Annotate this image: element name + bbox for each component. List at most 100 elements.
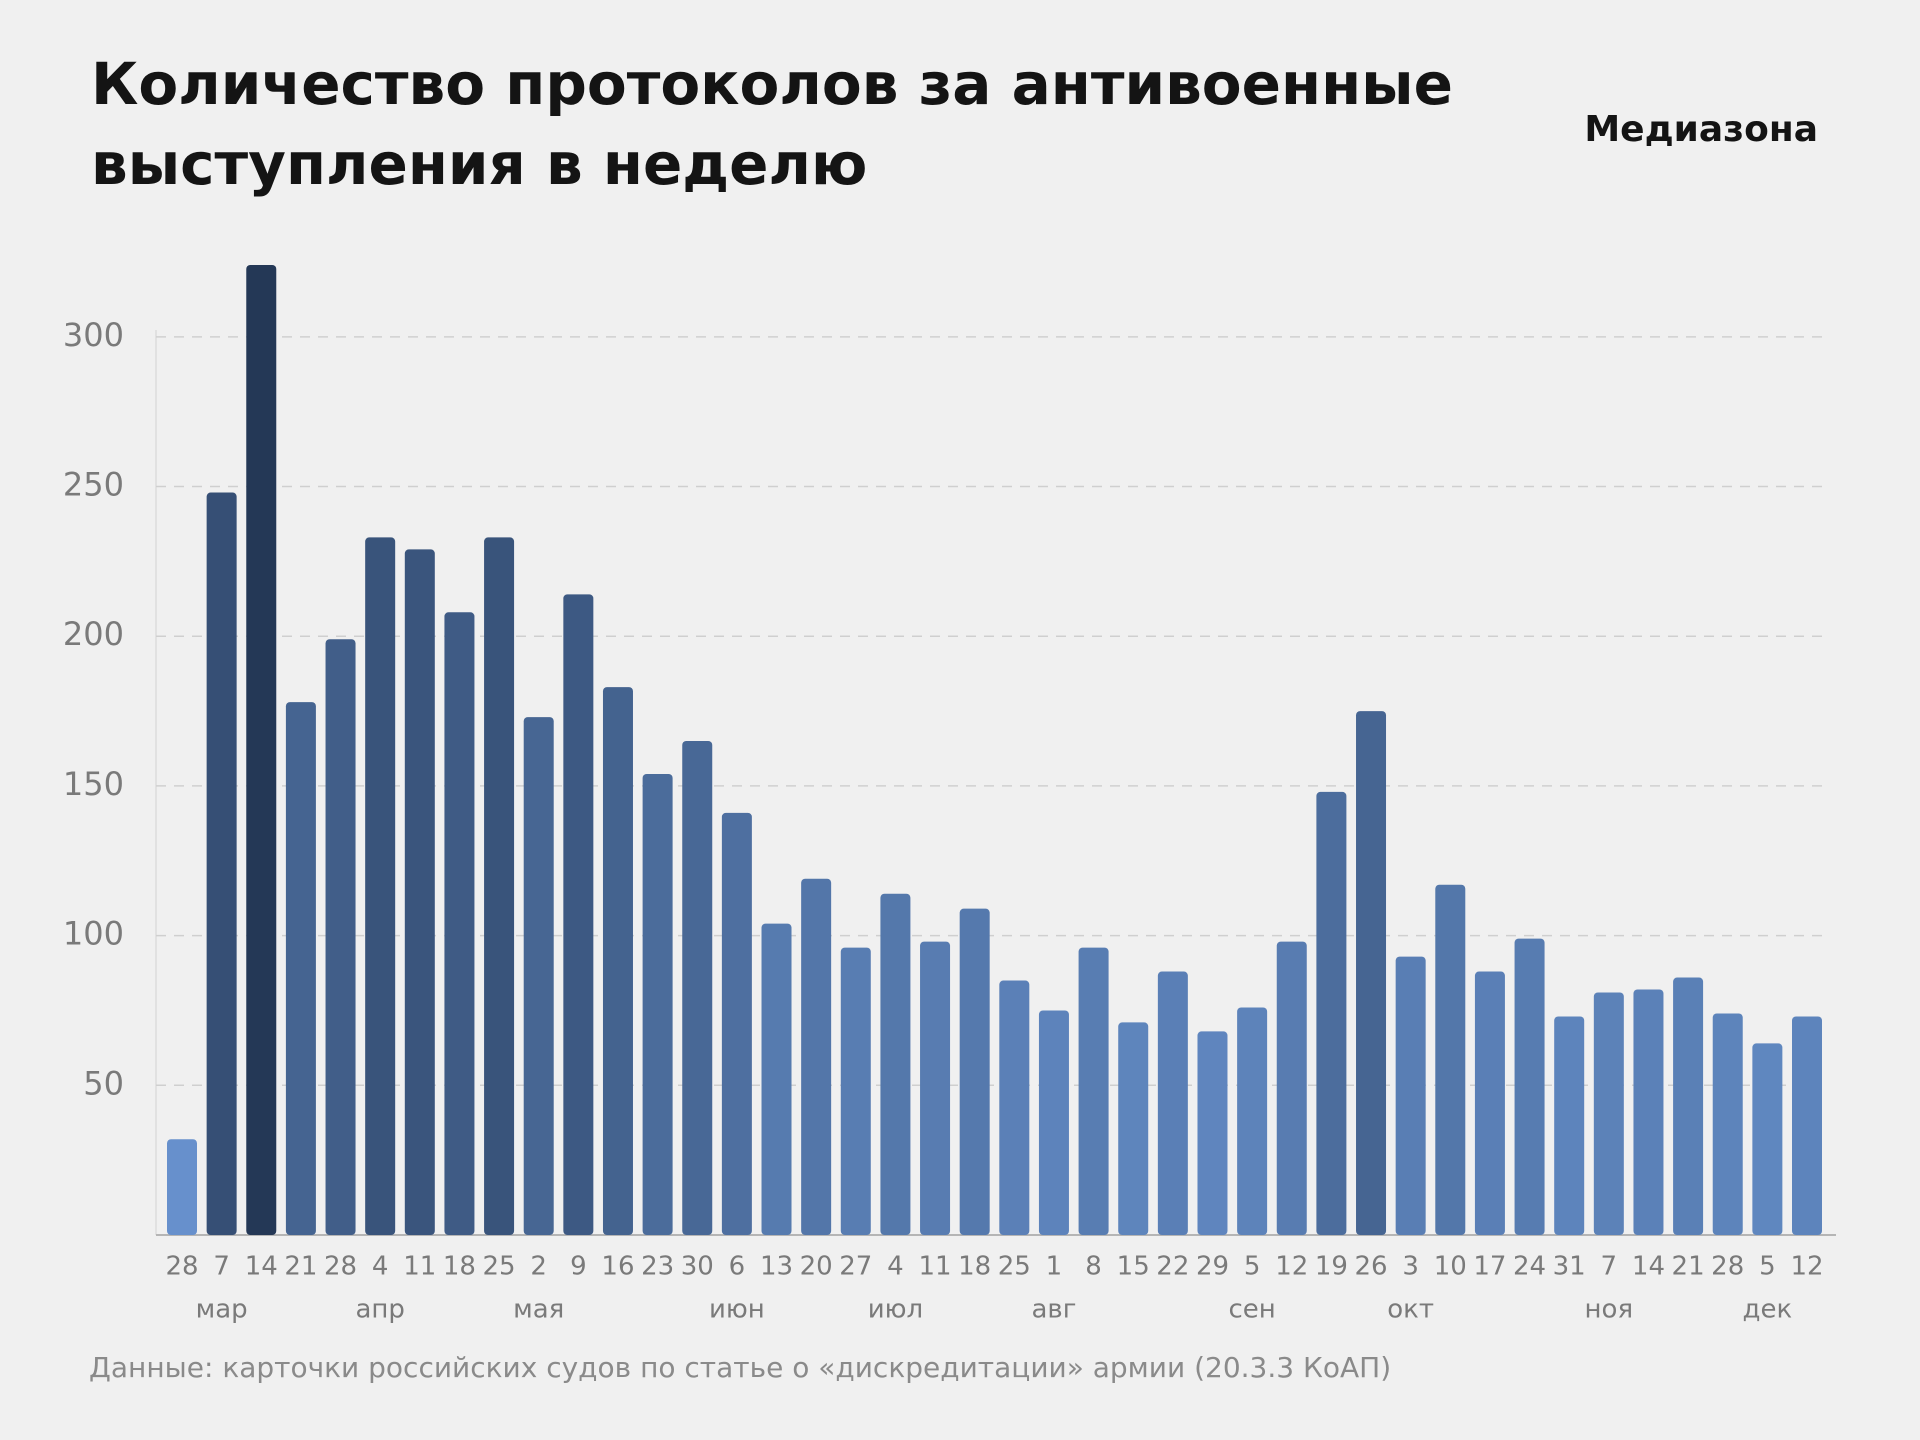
- x-tick-label: 13: [760, 1252, 793, 1282]
- bar: [682, 741, 713, 1235]
- month-label: июн: [709, 1295, 765, 1325]
- x-tick-label: 28: [165, 1252, 198, 1282]
- bar: [721, 812, 752, 1235]
- x-tick-label: 18: [958, 1252, 991, 1282]
- y-tick-label: 150: [63, 765, 124, 803]
- x-tick-label: 11: [919, 1252, 952, 1282]
- month-label: мая: [513, 1295, 564, 1325]
- x-tick-label: 12: [1275, 1252, 1308, 1282]
- bar: [1078, 947, 1109, 1235]
- chart-title: выступления в неделю: [91, 130, 867, 198]
- bar: [1157, 971, 1188, 1235]
- bar: [1752, 1043, 1783, 1235]
- month-label: ноя: [1585, 1295, 1634, 1325]
- y-tick-label: 100: [63, 915, 124, 953]
- bar: [920, 941, 951, 1235]
- x-tick-label: 14: [245, 1252, 278, 1282]
- y-tick-label: 50: [83, 1064, 124, 1102]
- x-tick-label: 18: [443, 1252, 476, 1282]
- bar: [642, 773, 673, 1235]
- bar: [1593, 992, 1624, 1235]
- x-tick-label: 7: [1601, 1252, 1618, 1282]
- bar: [444, 612, 475, 1235]
- x-tick-label: 20: [800, 1252, 833, 1282]
- bar: [1554, 1016, 1585, 1235]
- bar: [602, 687, 633, 1235]
- bar: [1514, 938, 1545, 1235]
- bar: [1673, 977, 1704, 1235]
- x-tick-label: 5: [1244, 1252, 1261, 1282]
- x-tick-label: 27: [839, 1252, 872, 1282]
- x-tick-label: 10: [1434, 1252, 1467, 1282]
- x-tick-label: 5: [1759, 1252, 1776, 1282]
- bar: [563, 594, 594, 1235]
- bar: [246, 264, 277, 1235]
- x-tick-label: 4: [372, 1252, 389, 1282]
- bar: [1712, 1013, 1743, 1235]
- y-tick-label: 200: [63, 615, 124, 653]
- bar: [1237, 1007, 1268, 1235]
- x-tick-label: 9: [570, 1252, 587, 1282]
- bar: [1435, 884, 1466, 1235]
- month-label: сен: [1228, 1295, 1275, 1325]
- month-label: дек: [1743, 1295, 1793, 1325]
- bar: [761, 923, 792, 1235]
- logo: Медиазона: [1584, 109, 1818, 150]
- bar: [1356, 711, 1387, 1235]
- month-label: июл: [868, 1295, 923, 1325]
- x-tick-label: 1: [1046, 1252, 1063, 1282]
- bar: [840, 947, 871, 1235]
- y-tick-label: 300: [63, 316, 124, 354]
- bar: [959, 908, 990, 1235]
- x-tick-label: 16: [601, 1252, 634, 1282]
- x-tick-label: 28: [324, 1252, 357, 1282]
- x-tick-label: 2: [530, 1252, 547, 1282]
- chart-title: Количество протоколов за антивоенные: [91, 50, 1453, 118]
- bar: [1276, 941, 1307, 1235]
- x-tick-label: 6: [729, 1252, 746, 1282]
- bar: [1633, 989, 1664, 1235]
- x-tick-label: 7: [213, 1252, 230, 1282]
- x-tick-label: 25: [998, 1252, 1031, 1282]
- y-tick-label: 250: [63, 466, 124, 504]
- x-tick-label: 11: [403, 1252, 436, 1282]
- x-tick-label: 29: [1196, 1252, 1229, 1282]
- bar: [999, 980, 1030, 1235]
- bar: [1316, 791, 1347, 1235]
- bar: [404, 549, 435, 1235]
- bar: [325, 639, 356, 1235]
- x-tick-label: 3: [1402, 1252, 1419, 1282]
- month-label: мар: [196, 1295, 248, 1325]
- bar: [523, 717, 554, 1235]
- x-tick-label: 31: [1553, 1252, 1586, 1282]
- month-label: апр: [355, 1295, 404, 1325]
- x-tick-label: 4: [887, 1252, 904, 1282]
- x-tick-label: 25: [483, 1252, 516, 1282]
- x-tick-label: 15: [1117, 1252, 1150, 1282]
- x-tick-label: 28: [1711, 1252, 1744, 1282]
- x-tick-label: 22: [1156, 1252, 1189, 1282]
- x-tick-label: 23: [641, 1252, 674, 1282]
- source-note: Данные: карточки российских судов по ста…: [89, 1351, 1391, 1384]
- x-tick-label: 30: [681, 1252, 714, 1282]
- bar: [801, 878, 832, 1235]
- x-tick-label: 21: [284, 1252, 317, 1282]
- x-tick-label: 12: [1790, 1252, 1823, 1282]
- bar: [1197, 1031, 1228, 1235]
- month-label: авг: [1031, 1295, 1076, 1325]
- bar: [1118, 1022, 1149, 1235]
- x-tick-label: 19: [1315, 1252, 1348, 1282]
- bar: [1792, 1016, 1822, 1235]
- bar: [167, 1139, 197, 1235]
- bar: [880, 893, 911, 1235]
- x-tick-label: 14: [1632, 1252, 1665, 1282]
- bar: [1474, 971, 1505, 1235]
- month-label: окт: [1387, 1295, 1434, 1325]
- x-tick-label: 17: [1473, 1252, 1506, 1282]
- bar: [206, 492, 237, 1236]
- bar: [365, 537, 396, 1235]
- bar: [1395, 956, 1426, 1235]
- bar: [285, 702, 316, 1235]
- x-tick-label: 21: [1672, 1252, 1705, 1282]
